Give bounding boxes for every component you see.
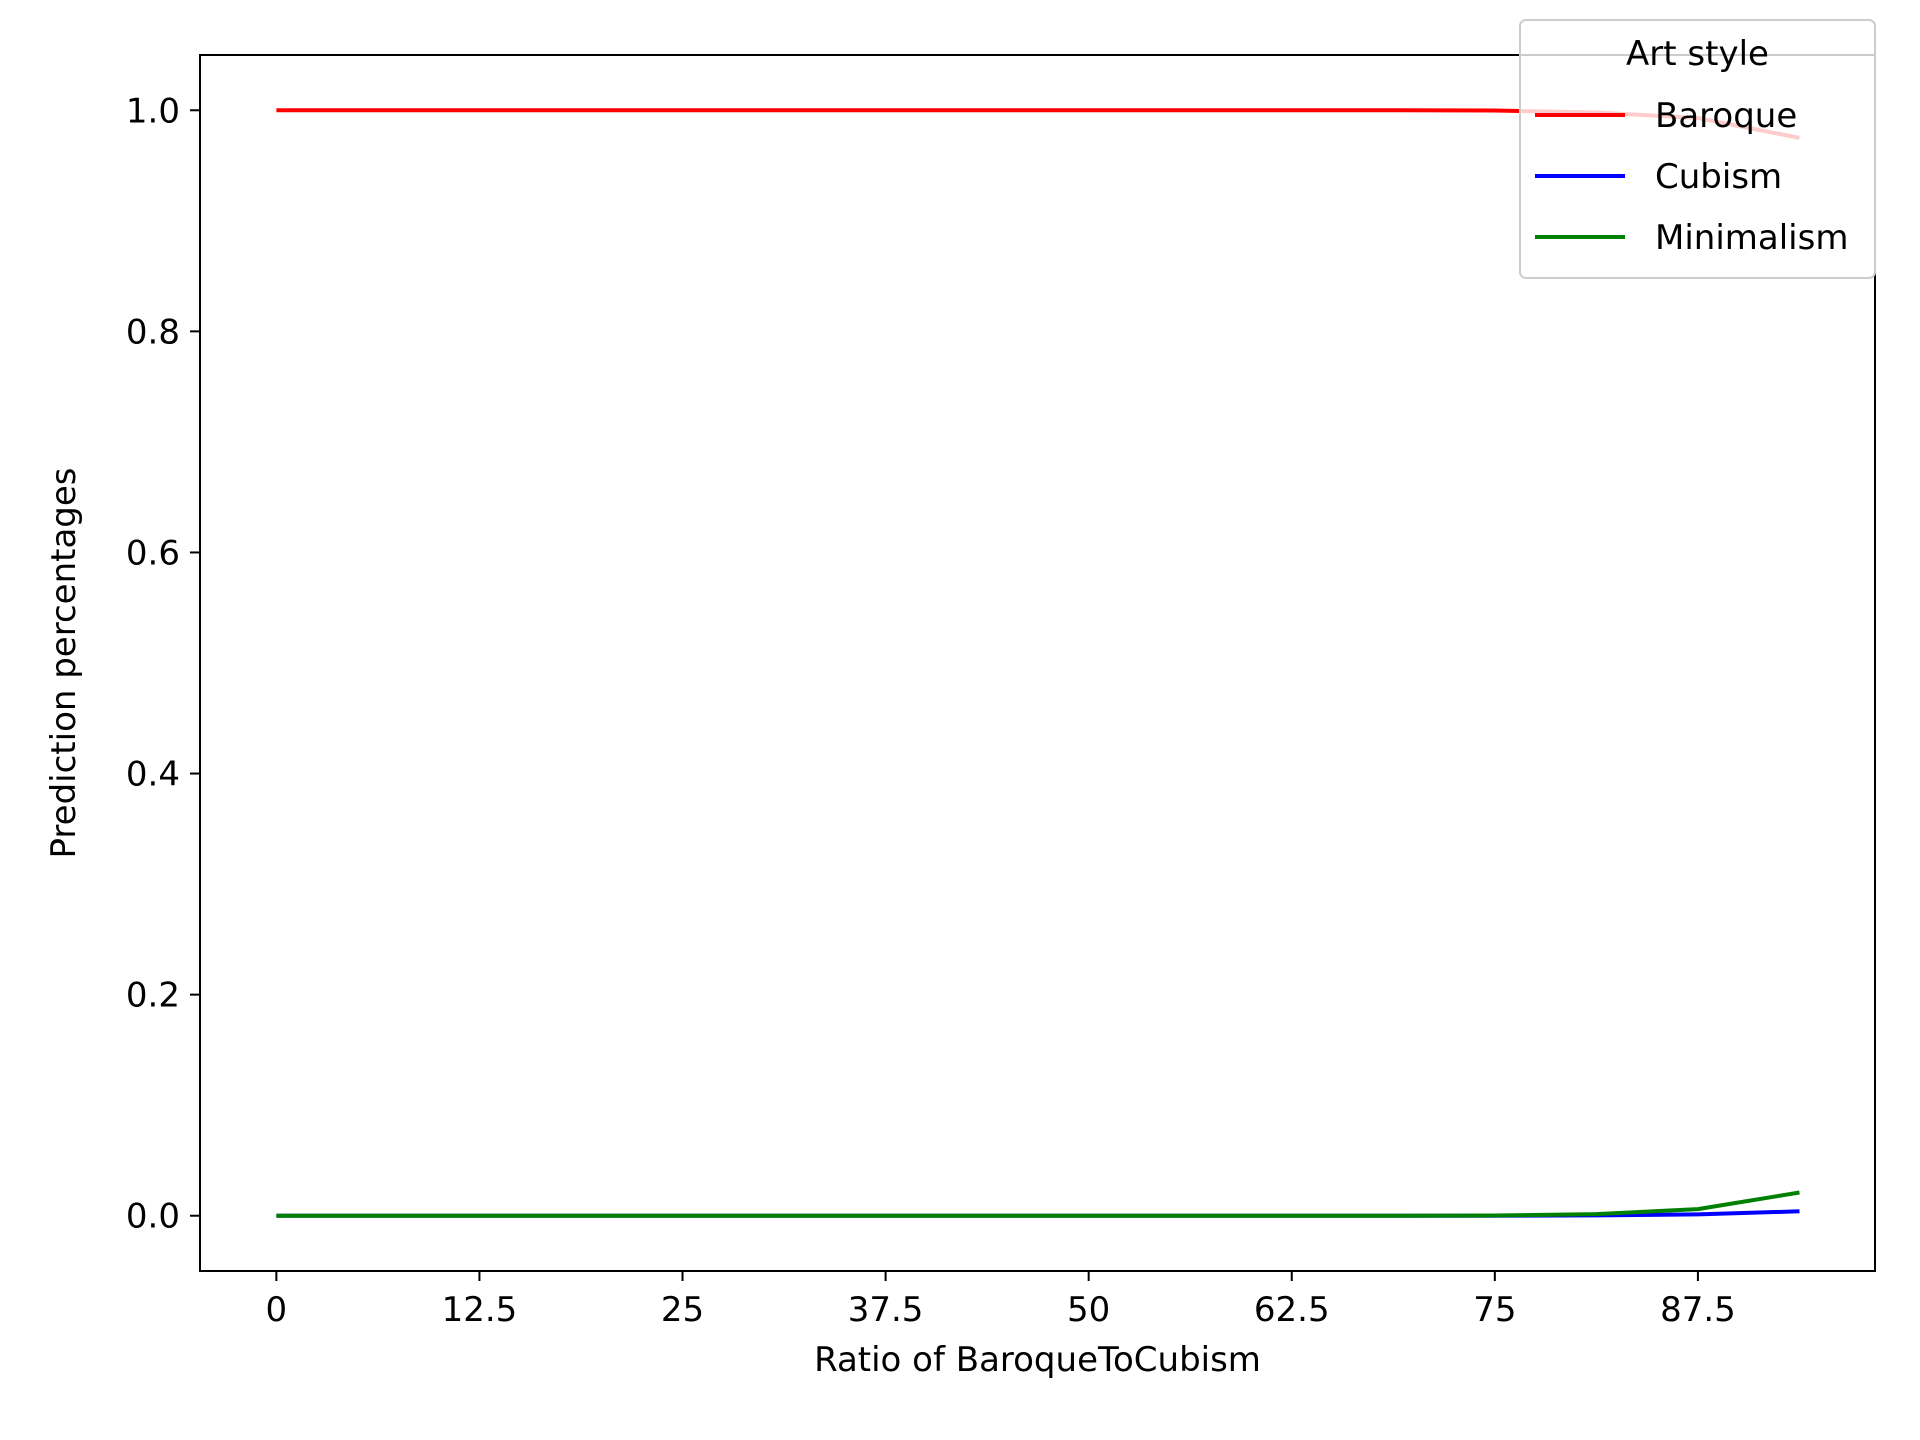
x-tick-label: 12.5 — [442, 1290, 518, 1330]
x-tick-label: 75 — [1473, 1290, 1516, 1330]
legend-label-cubism: Cubism — [1655, 157, 1782, 197]
x-tick-label: 62.5 — [1254, 1290, 1330, 1330]
x-tick-label: 25 — [661, 1290, 704, 1330]
legend: Art style Baroque Cubism Minimalism — [1519, 19, 1876, 279]
x-tick-label: 37.5 — [848, 1290, 924, 1330]
y-tick-label: 0.4 — [126, 755, 180, 795]
y-tick-label: 0.6 — [126, 533, 180, 573]
x-axis: 0 12.5 25 37.5 50 62.5 75 87.5 — [266, 1271, 1736, 1330]
y-tick-label: 0.8 — [126, 312, 180, 352]
x-tick-label: 0 — [266, 1290, 288, 1330]
plot-frame — [199, 54, 1876, 1272]
x-tick-label: 50 — [1067, 1290, 1110, 1330]
y-tick-label: 1.0 — [126, 91, 180, 131]
x-axis-label: Ratio of BaroqueToCubism — [814, 1340, 1261, 1380]
series-line-minimalism — [276, 1190, 1800, 1218]
legend-title: Art style — [1626, 34, 1769, 74]
legend-label-minimalism: Minimalism — [1655, 218, 1848, 258]
x-tick-label: 87.5 — [1660, 1290, 1736, 1330]
y-tick-label: 0.0 — [126, 1197, 180, 1237]
y-axis-label: Prediction percentages — [44, 468, 84, 859]
legend-label-baroque: Baroque — [1655, 96, 1797, 136]
y-tick-label: 0.2 — [126, 976, 180, 1016]
legend-box — [1519, 19, 1876, 279]
y-axis: 0.0 0.2 0.4 0.6 0.8 1.0 — [126, 91, 200, 1237]
